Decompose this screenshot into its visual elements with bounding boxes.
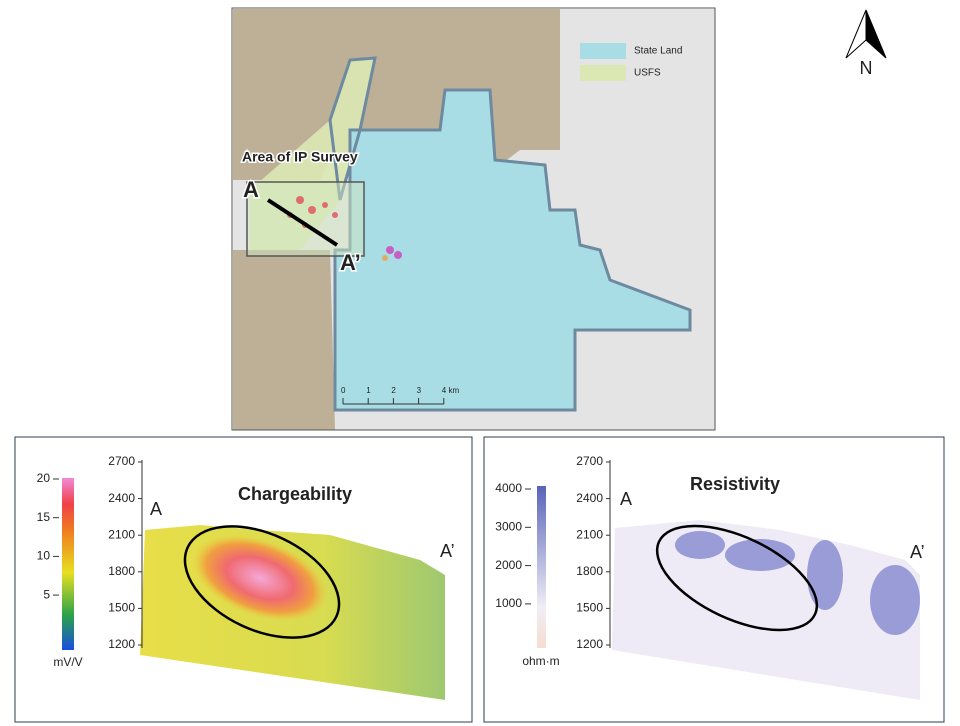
legend-swatch: [580, 43, 626, 59]
colorbar-label: 4000: [495, 481, 522, 495]
map-legend: State Land USFS: [580, 43, 682, 81]
colorbar-label: 15: [37, 510, 51, 524]
legend-label: State Land: [634, 46, 682, 57]
scale-label: 0: [341, 386, 346, 395]
scale-label: 4 km: [442, 386, 460, 395]
survey-area: [246, 181, 365, 257]
target-ellipse: [183, 525, 341, 639]
elevation-label: 2400: [576, 491, 603, 505]
elevation-label: 2100: [576, 527, 603, 541]
colorbar-label: 3000: [495, 519, 522, 533]
scale-bar: 0 1 2 3 4 km: [341, 386, 460, 405]
colorbar-label: 1000: [495, 596, 522, 610]
section-start: A: [243, 177, 259, 202]
chargeability-panel: Chargeability A A’ mV/V 2700 2400 2100 1800…: [14, 436, 473, 723]
section-end: A’: [910, 542, 925, 562]
survey-label: Area of IP Survey: [242, 149, 358, 165]
panel-title: Chargeability: [238, 484, 352, 504]
elevation-label: 2100: [108, 527, 135, 541]
scale-label: 1: [366, 386, 371, 395]
resistivity-panel: Resistivity A A’ ohm·m 2700 2400 2100 1800 1…: [483, 436, 945, 723]
scale-label: 3: [417, 386, 422, 395]
section-end: A’: [340, 250, 361, 275]
panel-title: Resistivity: [690, 474, 780, 494]
elevation-label: 2700: [576, 454, 603, 468]
section-end: A’: [440, 541, 455, 561]
north-label: N: [860, 58, 873, 78]
section-start: A: [150, 499, 162, 519]
colorbar-label: 20: [37, 471, 51, 485]
elevation-label: 1800: [576, 564, 603, 578]
elevation-label: 2700: [108, 454, 135, 468]
forest-land: [233, 250, 335, 430]
section: [612, 520, 920, 700]
colorbar: [537, 486, 546, 648]
colorbar-label: 2000: [495, 558, 522, 572]
anomaly: [192, 535, 328, 621]
elevation-label: 2400: [108, 491, 135, 505]
resistive-zones: [675, 531, 920, 635]
state-land: [333, 88, 692, 412]
section-line: [266, 198, 339, 247]
colorbar-label: 5: [43, 587, 50, 601]
colorbar-unit: ohm·m: [522, 654, 559, 668]
map-frame: [231, 7, 716, 431]
elevation-label: 1200: [576, 637, 603, 651]
colorbar-label: 10: [37, 549, 51, 563]
legend-swatch: [580, 65, 626, 81]
north-arrow: N: [845, 9, 887, 78]
elevation-label: 1200: [108, 637, 135, 651]
map: Area of IP Survey A A’ State Land USFS 0 1…: [231, 7, 716, 431]
section-start: A: [620, 489, 632, 509]
elevation-label: 1500: [108, 601, 135, 615]
elevation-label: 1500: [576, 601, 603, 615]
elevation-label: 1800: [108, 564, 135, 578]
scale-label: 2: [391, 386, 396, 395]
legend-label: USFS: [634, 68, 661, 79]
colorbar-unit: mV/V: [53, 655, 82, 669]
colorbar: [62, 478, 74, 650]
target-ellipse: [655, 524, 819, 632]
